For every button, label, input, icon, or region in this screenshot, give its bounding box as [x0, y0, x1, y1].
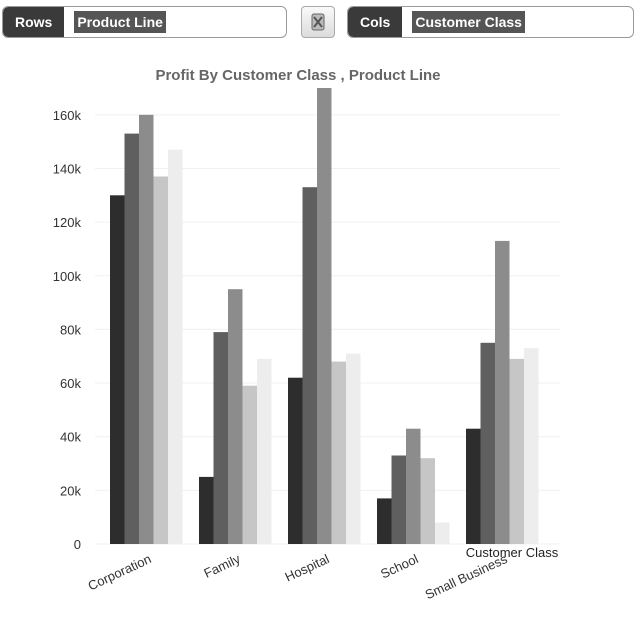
cols-value[interactable]: Customer Class [412, 11, 525, 33]
bar [213, 332, 228, 544]
y-tick-label: 160k [53, 108, 82, 123]
y-tick-label: 140k [53, 161, 82, 176]
bar [317, 88, 332, 544]
rows-tag: Rows [3, 7, 65, 37]
x-category-label: Hospital [283, 551, 332, 584]
y-tick-label: 0 [74, 537, 81, 552]
bar [406, 428, 421, 544]
bar [435, 522, 450, 544]
bar [153, 176, 168, 544]
y-tick-label: 120k [53, 215, 82, 230]
bar [420, 458, 435, 544]
y-tick-label: 60k [60, 376, 81, 391]
profit-bar-chart: Profit By Customer Class , Product Line … [53, 67, 560, 602]
bar [257, 358, 272, 544]
y-axis-ticks: 0 20k 40k 60k 80k 100k 120k 140k 160k [53, 108, 82, 552]
x-axis-title: Customer Class [466, 545, 559, 560]
rows-value[interactable]: Product Line [74, 11, 166, 33]
bar [331, 361, 346, 544]
bar [495, 240, 510, 544]
swap-axes-button[interactable] [301, 6, 335, 38]
bar [124, 133, 139, 544]
y-tick-label: 80k [60, 322, 81, 337]
bar [228, 289, 243, 544]
bar [346, 353, 361, 544]
bar [110, 195, 125, 545]
bar [524, 348, 539, 544]
bar [509, 358, 524, 544]
y-tick-label: 20k [60, 483, 81, 498]
rows-field[interactable]: Rows Product Line [2, 6, 287, 38]
x-category-label: Corporation [86, 551, 154, 593]
x-category-label: School [378, 551, 420, 581]
bar [139, 114, 154, 545]
y-tick-label: 100k [53, 269, 82, 284]
bar [377, 498, 392, 544]
bar [288, 377, 303, 544]
swap-icon [311, 13, 325, 31]
category-labels: Corporation Family Hospital School Small Bus… [86, 551, 510, 602]
cols-field[interactable]: Cols Customer Class [347, 6, 634, 38]
bar [391, 455, 406, 544]
bars [110, 88, 539, 545]
bar [168, 149, 183, 544]
bar [242, 385, 257, 544]
x-category-label: Family [201, 551, 242, 581]
y-tick-label: 40k [60, 430, 81, 445]
chart-title: Profit By Customer Class , Product Line [155, 67, 440, 84]
cols-tag: Cols [348, 7, 403, 37]
bar [302, 187, 317, 544]
bar [466, 428, 481, 544]
bar [480, 342, 495, 544]
bar [199, 476, 214, 544]
